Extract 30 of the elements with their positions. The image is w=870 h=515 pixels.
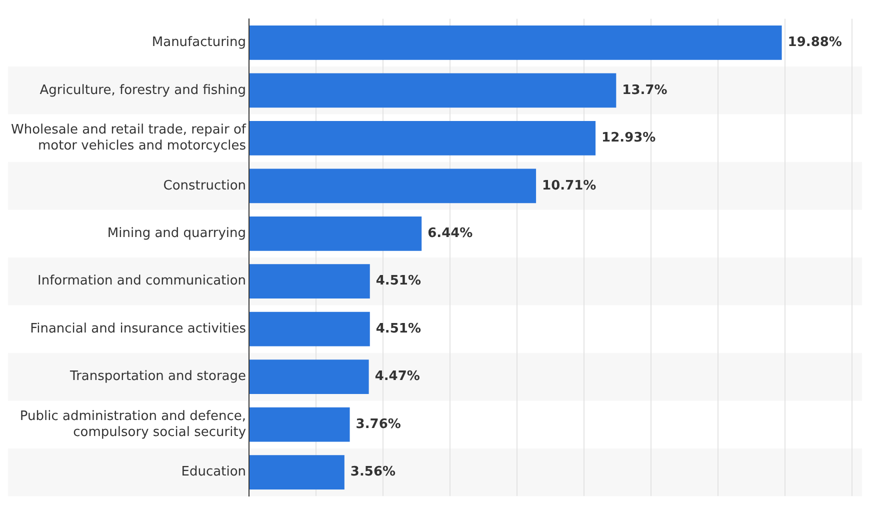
data-label: 4.47%	[374, 369, 420, 384]
bar	[250, 25, 782, 60]
y-tick-label: Education	[181, 464, 246, 480]
y-tick-label: Construction	[163, 178, 246, 194]
y-tick-label: Manufacturing	[152, 35, 246, 50]
bar	[250, 120, 596, 156]
bar	[250, 264, 370, 299]
data-label: 19.88%	[788, 35, 842, 50]
data-label: 4.51%	[376, 274, 421, 289]
bar	[250, 360, 369, 394]
y-tick-label: Agriculture, forestry and fishing	[40, 82, 246, 98]
y-tick-label: Financial and insurance activities	[30, 321, 246, 336]
y-tick-label: Wholesale and retail trade, repair of motor vehicles and motorcycles	[10, 122, 246, 154]
data-label: 3.76%	[356, 416, 401, 432]
bar	[250, 216, 422, 251]
data-label: 4.51%	[376, 321, 421, 336]
bar	[250, 73, 616, 108]
data-label: 10.71%	[542, 178, 596, 194]
bar	[250, 407, 350, 442]
data-label: 6.44%	[428, 226, 473, 242]
y-tick-label: Information and communication	[38, 274, 246, 289]
y-tick-label: Public administration and defence, compulsory social security	[20, 409, 246, 440]
bar	[250, 312, 370, 346]
data-label: 12.93%	[602, 130, 656, 146]
y-tick-label: Mining and quarrying	[107, 226, 246, 242]
bar	[250, 168, 536, 204]
bar	[250, 455, 344, 490]
y-tick-label: Transportation and storage	[69, 369, 246, 384]
data-label: 13.7%	[622, 82, 668, 98]
data-label: 3.56%	[350, 464, 396, 480]
